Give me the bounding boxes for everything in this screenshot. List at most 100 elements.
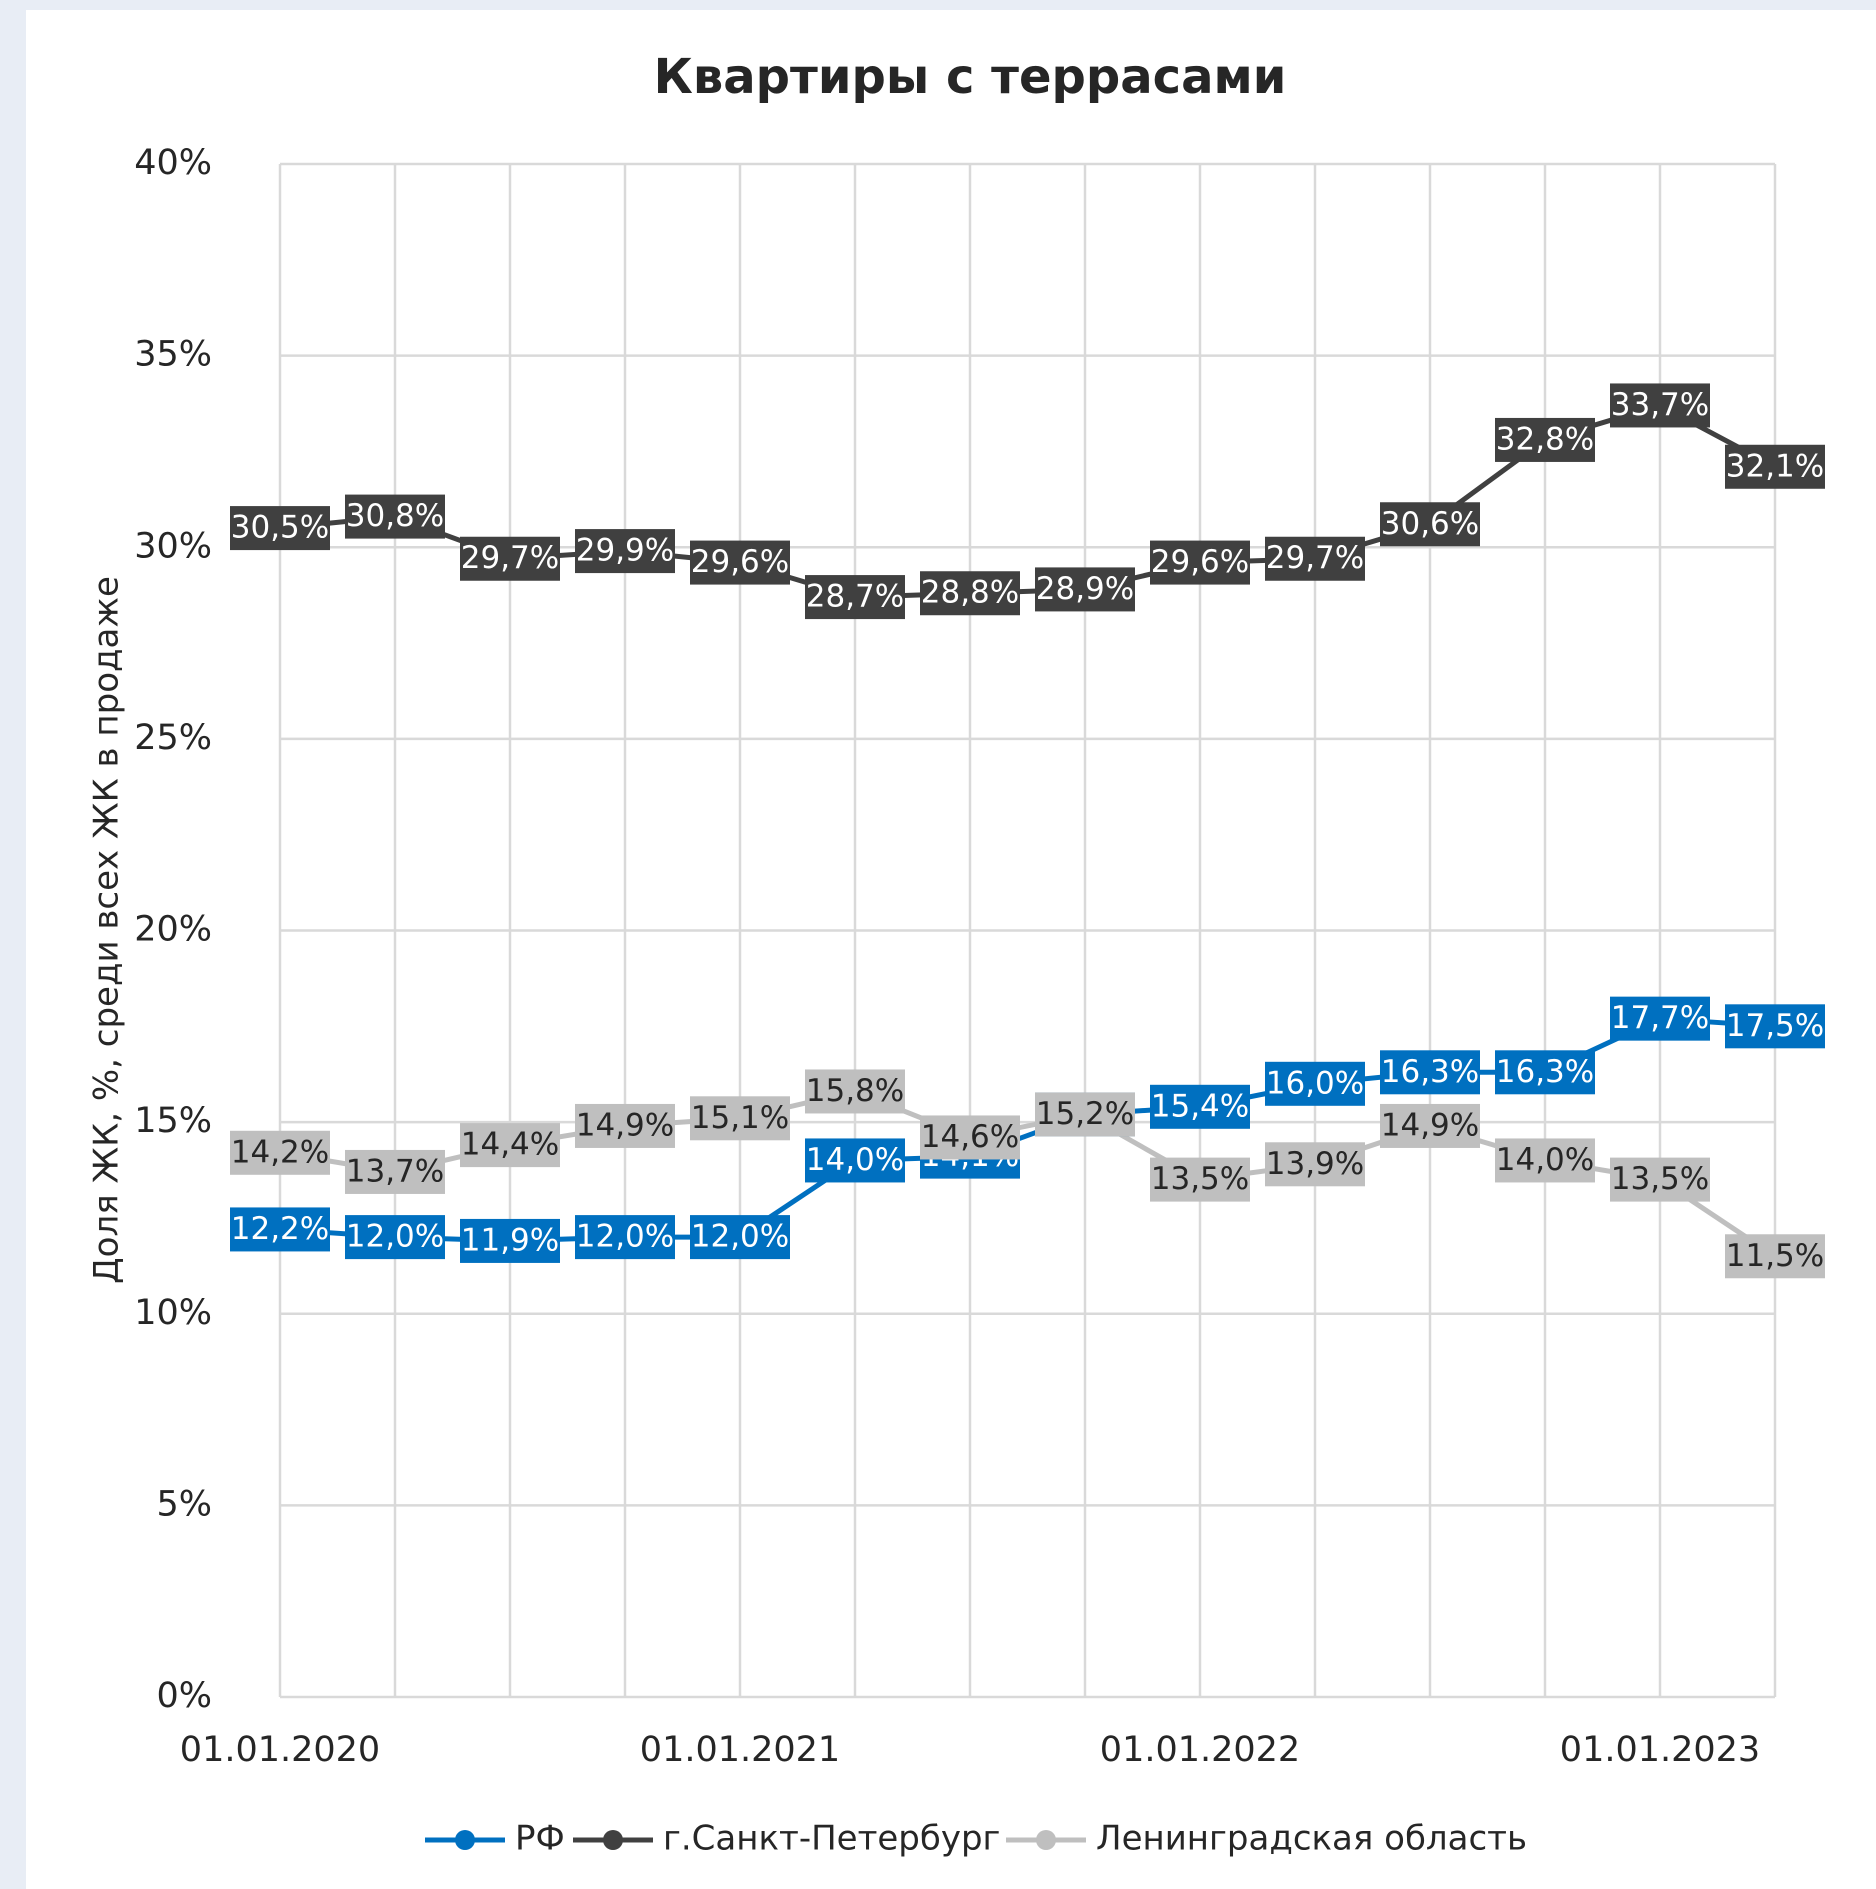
data-label: 14,9% — [575, 1103, 675, 1148]
data-label-box — [690, 1215, 790, 1260]
data-label-box — [805, 1138, 905, 1183]
data-label-box — [230, 1207, 330, 1252]
data-label: 17,7% — [1610, 996, 1710, 1041]
data-label-box — [575, 1215, 675, 1260]
data-label: 30,8% — [345, 494, 445, 539]
data-label: 13,9% — [1265, 1142, 1365, 1187]
y-axis-label: Доля ЖК, %, среди всех ЖК в продаже — [87, 576, 127, 1284]
data-label: 12,2% — [230, 1207, 330, 1252]
y-tick-label: 20% — [134, 910, 212, 950]
data-label: 30,5% — [230, 506, 330, 551]
data-label-box — [1380, 1050, 1480, 1095]
data-label: 15,4% — [1150, 1084, 1250, 1129]
data-label-box — [1150, 540, 1250, 585]
data-label-text: 11,5% — [1726, 1238, 1824, 1274]
data-label-text: 14,9% — [1381, 1107, 1479, 1143]
data-label-text: 16,3% — [1496, 1054, 1594, 1090]
data-label-box — [1380, 502, 1480, 547]
y-tick-label: 10% — [134, 1293, 212, 1333]
data-label-text: 13,5% — [1151, 1161, 1249, 1197]
data-label: 29,6% — [1150, 540, 1250, 585]
y-tick-label: 35% — [134, 335, 212, 375]
data-label: 13,7% — [345, 1149, 445, 1194]
data-label-box — [1265, 536, 1365, 581]
data-label: 15,1% — [690, 1096, 790, 1141]
data-label-text: 28,7% — [806, 579, 904, 615]
data-label-text: 17,5% — [1726, 1008, 1824, 1044]
data-label: 28,9% — [1035, 567, 1135, 612]
y-tick-label: 15% — [134, 1101, 212, 1141]
data-label-text: 12,0% — [691, 1219, 789, 1255]
data-label: 15,8% — [805, 1069, 905, 1114]
data-label-text: 28,8% — [921, 575, 1019, 611]
data-label-text: 13,9% — [1266, 1146, 1364, 1182]
y-tick-label: 40% — [134, 143, 212, 183]
data-label-text: 12,0% — [346, 1219, 444, 1255]
data-label-box — [1725, 1004, 1825, 1049]
legend-label: Ленинградская область — [1096, 1819, 1527, 1859]
data-label-text: 14,6% — [921, 1119, 1019, 1155]
data-label-text: 14,4% — [461, 1127, 559, 1163]
data-label-text: 29,9% — [576, 533, 674, 569]
data-label-box — [805, 575, 905, 620]
data-label-text: 29,7% — [1266, 540, 1364, 576]
data-label-box — [920, 1115, 1020, 1160]
y-tick-label: 5% — [156, 1484, 212, 1524]
data-label: 14,0% — [805, 1138, 905, 1183]
data-label-text: 12,0% — [576, 1219, 674, 1255]
data-label-text: 13,5% — [1611, 1161, 1709, 1197]
data-label: 12,0% — [575, 1215, 675, 1260]
data-label-box — [1150, 1157, 1250, 1202]
data-label-text: 16,3% — [1381, 1054, 1479, 1090]
data-label-box — [345, 1149, 445, 1194]
data-label-box — [1725, 444, 1825, 489]
data-label-text: 14,0% — [806, 1142, 904, 1178]
legend-label: РФ — [515, 1819, 565, 1859]
data-label-box — [690, 540, 790, 585]
data-label-text: 17,7% — [1611, 1000, 1709, 1036]
data-label: 15,2% — [1035, 1092, 1135, 1137]
data-label-text: 30,5% — [231, 510, 329, 546]
data-label-text: 28,9% — [1036, 571, 1134, 607]
data-label-text: 14,2% — [231, 1134, 329, 1170]
data-label: 14,9% — [1380, 1103, 1480, 1148]
data-label-text: 32,8% — [1496, 421, 1594, 457]
data-label: 29,7% — [1265, 536, 1365, 581]
legend-marker — [603, 1830, 623, 1850]
data-label-box — [920, 571, 1020, 616]
data-label-text: 16,0% — [1266, 1065, 1364, 1101]
data-label: 30,6% — [1380, 502, 1480, 547]
data-label-box — [1380, 1103, 1480, 1148]
data-label-box — [1495, 1050, 1595, 1095]
data-label: 16,3% — [1495, 1050, 1595, 1095]
data-label-text: 29,6% — [1151, 544, 1249, 580]
data-label: 28,8% — [920, 571, 1020, 616]
data-label: 28,7% — [805, 575, 905, 620]
legend-marker — [455, 1830, 475, 1850]
data-label-box — [460, 536, 560, 581]
data-label-text: 30,6% — [1381, 506, 1479, 542]
data-label: 13,5% — [1150, 1157, 1250, 1202]
data-label: 32,8% — [1495, 417, 1595, 462]
data-label-text: 11,9% — [461, 1222, 559, 1258]
data-label-box — [460, 1123, 560, 1168]
data-label-box — [1725, 1234, 1825, 1279]
data-label-box — [1495, 417, 1595, 462]
data-label-box — [345, 1215, 445, 1260]
data-label-box — [230, 506, 330, 551]
y-tick-label: 0% — [156, 1676, 212, 1716]
data-label-box — [575, 1103, 675, 1148]
data-label-box — [1265, 1061, 1365, 1106]
legend-label: г.Санкт-Петербург — [663, 1819, 1000, 1859]
data-label: 16,0% — [1265, 1061, 1365, 1106]
data-label-box — [1495, 1138, 1595, 1183]
data-label-text: 32,1% — [1726, 448, 1824, 484]
card — [26, 10, 1876, 1889]
data-label: 33,7% — [1610, 383, 1710, 428]
y-tick-label: 25% — [134, 718, 212, 758]
data-label: 17,5% — [1725, 1004, 1825, 1049]
data-label-box — [230, 1130, 330, 1175]
data-label-box — [1035, 1092, 1135, 1137]
